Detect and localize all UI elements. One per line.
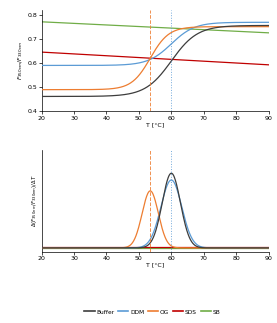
- Y-axis label: $\Delta(F_{350nm}/F_{330nm})/\Delta T$: $\Delta(F_{350nm}/F_{330nm})/\Delta T$: [30, 175, 39, 227]
- X-axis label: T [°C]: T [°C]: [146, 122, 164, 127]
- Legend: Buffer, DDM, OG, SDS, SB: Buffer, DDM, OG, SDS, SB: [82, 307, 223, 317]
- Y-axis label: $F_{350nm}/F_{330nm}$: $F_{350nm}/F_{330nm}$: [16, 41, 25, 80]
- X-axis label: T [°C]: T [°C]: [146, 263, 164, 267]
